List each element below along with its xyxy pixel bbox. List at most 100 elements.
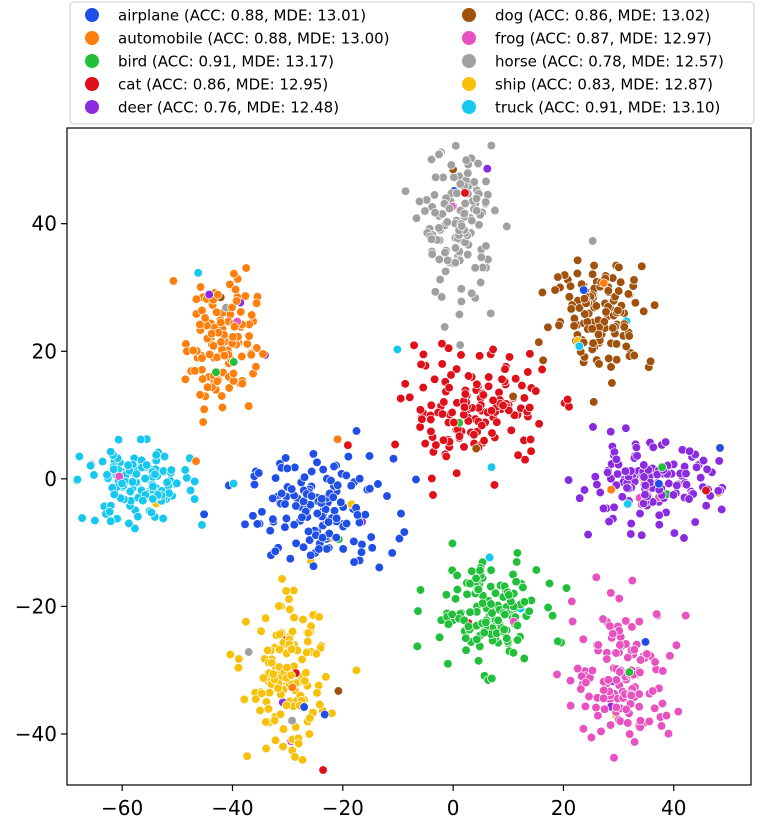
point-frog (614, 593, 624, 604)
point-truck (142, 460, 152, 470)
point-automobile (240, 291, 251, 301)
point-truck (106, 447, 116, 457)
point-dog (574, 303, 585, 313)
point-ship (305, 713, 315, 723)
point-automobile (198, 417, 208, 427)
point-airplane (351, 426, 362, 436)
point-frog (623, 718, 633, 728)
point-dog (580, 309, 590, 319)
point-dog (616, 277, 626, 287)
point-deer (620, 466, 631, 476)
legend-marker (85, 77, 99, 91)
point-deer (640, 490, 650, 500)
point-ship (242, 751, 252, 761)
point-frog (657, 698, 668, 709)
point-dog (537, 287, 548, 298)
point-airplane (281, 513, 292, 524)
point-dog (591, 301, 601, 311)
point-cat (460, 389, 470, 399)
point-dog (594, 359, 604, 369)
point-frog (663, 729, 674, 739)
point-cat (525, 349, 535, 359)
point-deer (617, 492, 627, 502)
point-airplane (373, 479, 383, 489)
point-horse (426, 234, 437, 244)
point-frog (642, 649, 652, 659)
point-truck (172, 478, 182, 488)
point-frog (635, 655, 646, 665)
point-truck (125, 486, 135, 497)
point-dog (603, 286, 613, 296)
point-cat (504, 352, 515, 362)
point-dog (639, 306, 649, 316)
point-ship (263, 704, 274, 714)
point-automobile (208, 341, 219, 351)
point-frog (627, 622, 637, 632)
point-automobile (229, 269, 239, 279)
point-cat (519, 393, 530, 403)
point-bird (531, 565, 542, 575)
point-frog (652, 609, 662, 619)
point-airplane (388, 454, 399, 464)
point-horse (287, 716, 297, 726)
point-frog (599, 685, 609, 695)
legend-label: horse (ACC: 0.78, MDE: 12.57) (495, 53, 724, 71)
legend-entry-deer: deer (ACC: 0.76, MDE: 12.48) (85, 99, 339, 117)
point-truck (148, 494, 158, 504)
point-frog (602, 654, 612, 664)
point-frog (621, 704, 631, 715)
point-cat (405, 392, 415, 402)
point-automobile (205, 349, 215, 360)
point-horse (430, 287, 440, 297)
point-horse (446, 160, 456, 170)
point-bird (486, 581, 496, 592)
point-ship (297, 654, 307, 665)
point-frog (611, 702, 621, 713)
point-bird (624, 667, 634, 677)
point-ship (300, 676, 310, 686)
point-dog (629, 275, 639, 285)
point-airplane (254, 468, 264, 478)
point-cat (489, 480, 500, 490)
point-automobile (191, 294, 202, 304)
point-deer (696, 473, 706, 483)
point-cat (452, 468, 462, 478)
point-horse (456, 296, 467, 307)
point-truck (109, 464, 119, 474)
point-airplane (318, 464, 328, 475)
point-airplane (333, 480, 343, 490)
point-ship (290, 752, 300, 762)
point-cat (511, 374, 521, 384)
point-automobile (227, 302, 237, 313)
point-horse (455, 340, 465, 350)
point-airplane (248, 511, 258, 521)
point-cat (478, 390, 489, 400)
point-cat (443, 343, 454, 353)
point-truck (158, 513, 168, 524)
point-dog (619, 322, 629, 332)
point-cat (460, 188, 470, 198)
x-tick-label: −40 (211, 796, 253, 820)
point-ship (282, 662, 292, 673)
point-frog (635, 667, 645, 678)
point-cat (447, 407, 457, 418)
legend-label: dog (ACC: 0.86, MDE: 13.02) (495, 7, 710, 25)
point-frog (596, 726, 606, 737)
point-horse (481, 176, 491, 187)
point-airplane (280, 499, 290, 509)
point-airplane (354, 517, 365, 528)
point-frog (581, 677, 591, 688)
point-truck (105, 507, 115, 517)
point-frog (573, 663, 583, 674)
point-cat (418, 382, 428, 393)
point-cat (426, 426, 436, 437)
point-dog (588, 338, 598, 348)
legend-box (69, 1, 755, 125)
point-airplane (399, 527, 409, 537)
point-frog (565, 676, 576, 686)
y-tick-label: −40 (15, 722, 57, 746)
point-deer (612, 469, 623, 479)
point-cat (463, 416, 473, 426)
point-ship (273, 683, 283, 694)
point-frog (673, 706, 683, 717)
